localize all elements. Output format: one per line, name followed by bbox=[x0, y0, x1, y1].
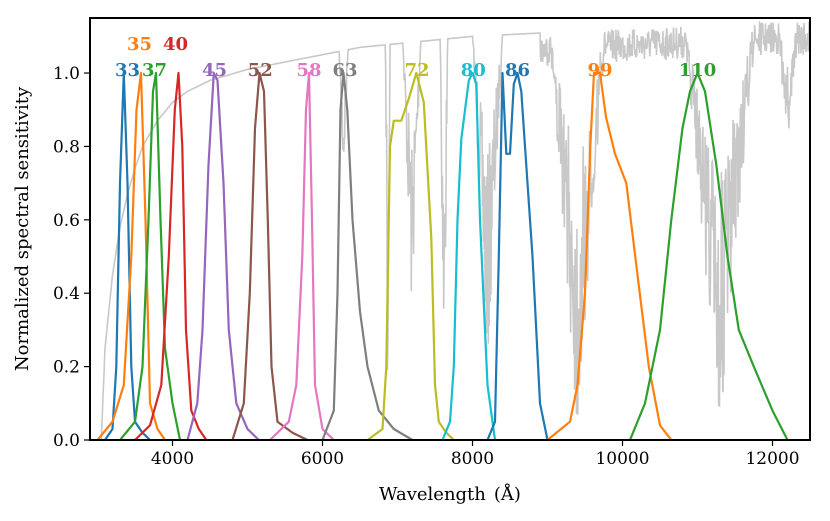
x-axis-title: Wavelength (Å) bbox=[379, 483, 521, 505]
y-tick-label: 0.4 bbox=[53, 284, 80, 304]
x-tick-label: 4000 bbox=[151, 449, 194, 469]
filter-curve-80 bbox=[441, 71, 497, 441]
filter-curve-110 bbox=[628, 71, 789, 441]
peak-label-45: 45 bbox=[202, 60, 227, 81]
peak-label-72: 72 bbox=[404, 60, 429, 81]
peak-label-99: 99 bbox=[587, 60, 612, 81]
peak-label-110: 110 bbox=[679, 60, 717, 81]
peak-label-52: 52 bbox=[248, 60, 273, 81]
filter-curve-35 bbox=[96, 71, 166, 441]
background-transmission-curve bbox=[100, 20, 811, 441]
y-axis-title: Normalized spectral sensitivity bbox=[12, 86, 33, 371]
y-tick-label: 0.6 bbox=[53, 211, 80, 231]
filter-curve-72 bbox=[366, 71, 455, 441]
filter-curve-58 bbox=[269, 71, 335, 441]
filter-curve-86 bbox=[486, 71, 549, 441]
peak-label-86: 86 bbox=[505, 60, 530, 81]
filter-curve-37 bbox=[119, 71, 182, 441]
peak-label-58: 58 bbox=[296, 60, 321, 81]
y-tick-label: 0.2 bbox=[53, 358, 80, 378]
plot-frame bbox=[89, 17, 811, 441]
peak-label-35: 35 bbox=[127, 34, 152, 55]
x-tick-label: 10000 bbox=[595, 449, 649, 469]
peak-label-layer: 33 35 37 40 45 52 58 63 72 80 86 99 110 bbox=[115, 34, 716, 81]
peak-label-63: 63 bbox=[332, 60, 357, 81]
peak-label-37: 37 bbox=[142, 60, 167, 81]
y-tick-label: 0.8 bbox=[53, 137, 80, 157]
filter-curve-99 bbox=[546, 71, 673, 441]
series-layer bbox=[96, 71, 789, 441]
x-tick-label: 12000 bbox=[745, 449, 799, 469]
peak-label-33: 33 bbox=[115, 60, 140, 81]
x-tick-label: 8000 bbox=[451, 449, 494, 469]
filter-curve-45 bbox=[186, 71, 260, 441]
filter-curve-33 bbox=[104, 71, 151, 441]
filter-curve-63 bbox=[321, 71, 414, 441]
x-tick-label: 6000 bbox=[301, 449, 344, 469]
peak-label-80: 80 bbox=[461, 60, 486, 81]
background-curve-layer bbox=[100, 20, 811, 441]
filter-curve-52 bbox=[231, 71, 308, 441]
y-tick-label: 1.0 bbox=[53, 64, 80, 84]
tick-layer: 4000 6000 8000 10000 12000 0.0 0.2 0.4 0.6 0.8 1.0 bbox=[53, 64, 800, 469]
peak-label-40: 40 bbox=[163, 34, 188, 55]
y-tick-label: 0.0 bbox=[53, 431, 80, 451]
